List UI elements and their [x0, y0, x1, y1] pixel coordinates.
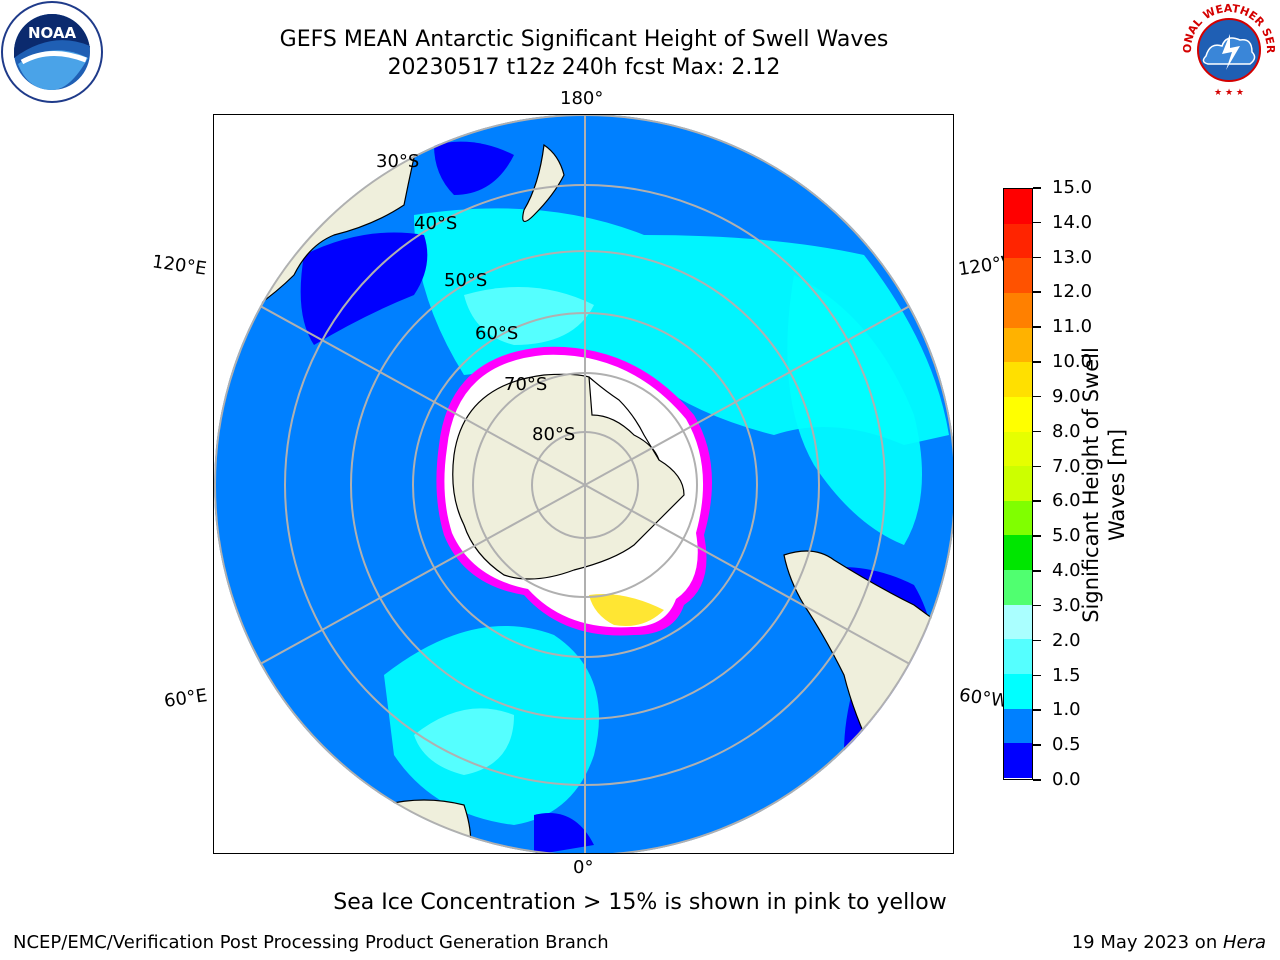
lon-label-60e: 60°E: [162, 685, 209, 712]
colorbar-segment: [1004, 570, 1032, 606]
colorbar-segment: [1004, 396, 1032, 433]
colorbar-segment: [1004, 327, 1032, 363]
colorbar-segment: [1004, 431, 1032, 467]
colorbar-segment: [1004, 604, 1032, 640]
lat-label-50s: 50°S: [444, 270, 488, 291]
colorbar-tick: [1033, 465, 1041, 468]
colorbar-segment: [1004, 189, 1032, 225]
colorbar-segment: [1004, 535, 1032, 571]
colorbar-segment: [1004, 743, 1032, 779]
colorbar-segment: [1004, 466, 1032, 502]
colorbar-tick-label: 10.0: [1052, 351, 1093, 373]
colorbar-tick-label: 0.5: [1052, 734, 1081, 756]
colorbar-segment: [1004, 258, 1032, 294]
colorbar-segment: [1004, 223, 1032, 259]
lat-label-60s: 60°S: [475, 323, 519, 344]
machine-name: Hera: [1222, 932, 1266, 953]
lat-label-30s: 30°S: [376, 151, 420, 172]
colorbar-tick-label: 1.0: [1052, 699, 1081, 721]
colorbar-tick-label: 7.0: [1052, 455, 1081, 477]
colorbar-tick-label: 13.0: [1052, 246, 1093, 268]
colorbar-tick: [1033, 395, 1041, 398]
colorbar-tick: [1033, 779, 1041, 781]
lon-label-0: 0°: [573, 857, 594, 878]
colorbar-tick-label: 0.0: [1052, 769, 1081, 790]
colorbar-tick-label: 11.0: [1052, 316, 1093, 338]
chart-subtitle: 20230517 t12z 240h fcst Max: 2.12: [387, 55, 781, 80]
colorbar-tick: [1033, 744, 1041, 746]
noaa-logo: NOAA: [0, 0, 104, 104]
colorbar-segment: [1004, 500, 1032, 536]
colorbar-tick: [1033, 187, 1041, 189]
colorbar-tick: [1033, 639, 1041, 642]
colorbar-tick: [1033, 709, 1041, 711]
lon-label-120e: 120°E: [150, 251, 208, 280]
colorbar-tick: [1033, 570, 1041, 572]
colorbar-tick: [1033, 604, 1041, 607]
colorbar-tick-label: 3.0: [1052, 594, 1081, 616]
colorbar-segment: [1004, 362, 1032, 398]
colorbar: [1003, 188, 1033, 780]
colorbar-segment: [1004, 292, 1032, 329]
nws-logo: NATIONAL WEATHER SERVICE ★ ★ ★: [1173, 0, 1280, 100]
colorbar-segment: [1004, 708, 1032, 744]
colorbar-tick: [1033, 430, 1041, 433]
colorbar-tick-label: 8.0: [1052, 420, 1081, 442]
colorbar-title-text: Significant Height of Swell Waves [m]: [1079, 347, 1129, 623]
lat-label-40s: 40°S: [414, 213, 458, 234]
colorbar-tick-label: 2.0: [1052, 629, 1081, 651]
colorbar-tick: [1033, 221, 1041, 224]
colorbar-tick: [1033, 674, 1041, 677]
colorbar-tick-label: 14.0: [1052, 211, 1093, 233]
colorbar-tick-label: 4.0: [1052, 560, 1081, 582]
lat-label-80s: 80°S: [532, 424, 576, 445]
noaa-logo-text: NOAA: [28, 24, 77, 42]
chart-title: GEFS MEAN Antarctic Significant Height o…: [279, 27, 889, 52]
colorbar-tick-label: 6.0: [1052, 490, 1081, 512]
sea-ice-note: Sea Ice Concentration > 15% is shown in …: [333, 890, 947, 915]
colorbar-tick: [1033, 256, 1041, 259]
credit-line: NCEP/EMC/Verification Post Processing Pr…: [13, 932, 609, 953]
date-line: 19 May 2023 on Hera: [1072, 932, 1266, 953]
colorbar-tick-label: 9.0: [1052, 385, 1081, 407]
colorbar-tick-label: 5.0: [1052, 525, 1081, 547]
colorbar-tick: [1033, 500, 1041, 502]
date-prefix: 19 May 2023 on: [1071, 932, 1223, 953]
polar-map: [213, 114, 954, 854]
colorbar-tick-label: 12.0: [1052, 281, 1093, 303]
colorbar-tick-label: 1.5: [1052, 664, 1081, 686]
colorbar-tick: [1033, 291, 1041, 293]
svg-text:★ ★ ★: ★ ★ ★: [1214, 88, 1244, 98]
colorbar-tick: [1033, 535, 1041, 537]
lon-label-180: 180°: [560, 88, 604, 109]
lat-label-70s: 70°S: [504, 374, 548, 395]
colorbar-segment: [1004, 639, 1032, 675]
colorbar-tick-label: 15.0: [1052, 177, 1093, 198]
colorbar-segment: [1004, 674, 1032, 710]
colorbar-tick: [1033, 326, 1041, 328]
colorbar-tick: [1033, 361, 1041, 363]
